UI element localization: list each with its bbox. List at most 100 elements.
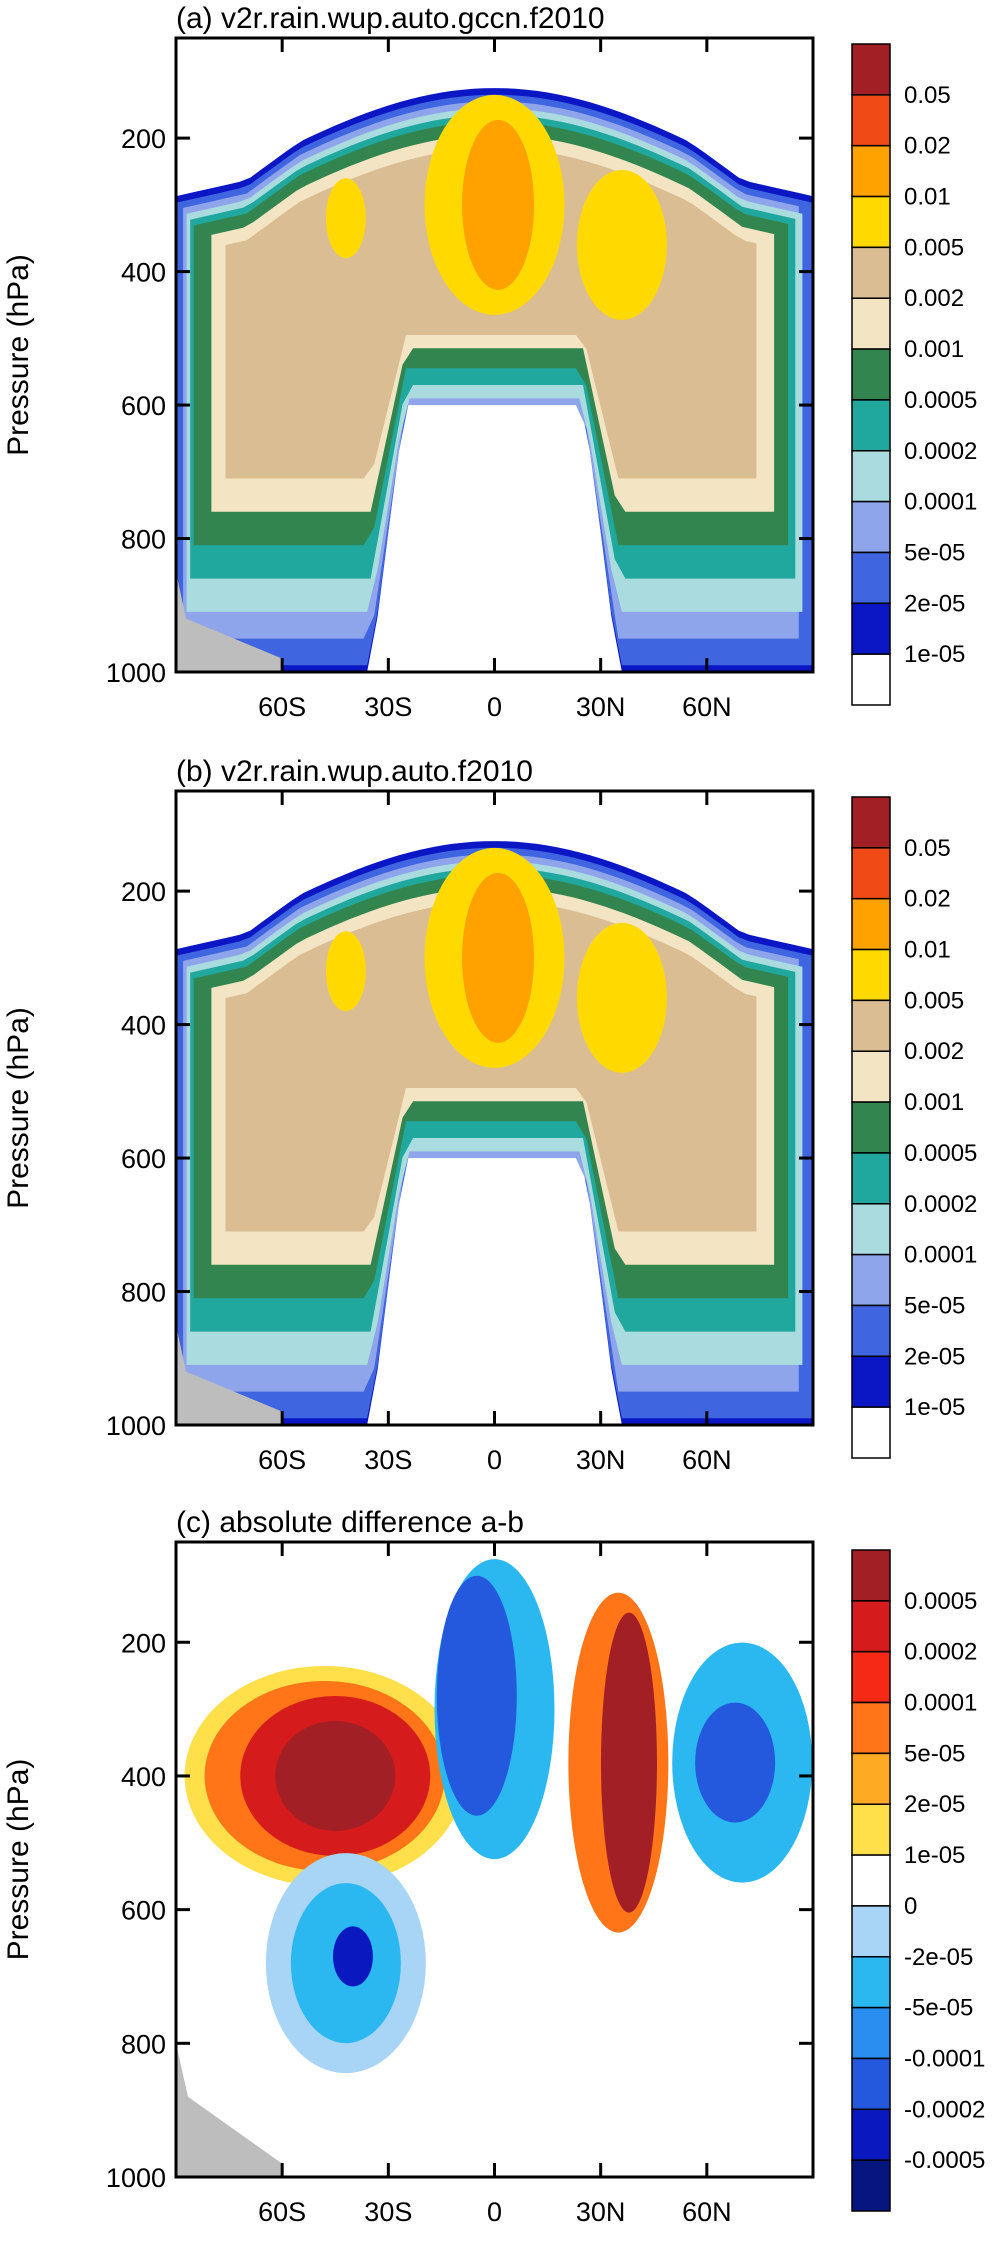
colorbar-label: 0.001	[904, 1089, 964, 1116]
colorbar-swatch	[851, 1253, 891, 1307]
colorbar-swatch	[851, 847, 891, 900]
colorbar-label: 0.0002	[904, 1191, 977, 1218]
colorbar-swatch	[851, 43, 891, 96]
y-tick-label: 200	[121, 1628, 166, 1658]
colorbar-swatch	[851, 1152, 891, 1205]
y-tick-label: 600	[121, 391, 166, 421]
colorbar-label: -2e-05	[904, 1944, 973, 1971]
colorbar-label: 2e-05	[904, 1343, 965, 1370]
y-tick-label: 1000	[106, 1411, 166, 1441]
panel-b: (b) v2r.rain.wup.auto.f2010 200 400 600 800 1…	[2, 755, 977, 1475]
colorbar-swatch	[851, 1803, 891, 1856]
colorbar-swatch	[851, 1101, 891, 1154]
panel-title: (a) v2r.rain.wup.auto.gccn.f2010	[176, 2, 605, 35]
panel-c: (c) absolute difference a-b 200 400 600 800 1…	[2, 1506, 985, 2227]
colorbar-swatch	[851, 399, 891, 452]
topography-mask	[176, 1324, 283, 1425]
y-tick-label: 800	[121, 2029, 166, 2059]
colorbar-swatch	[851, 1406, 891, 1459]
colorbar-label: 0.0002	[904, 1639, 977, 1666]
colorbar-label: 0.0001	[904, 489, 977, 516]
panel-a: (a) v2r.rain.wup.auto.gccn.f2010 200 400 60…	[2, 2, 977, 722]
colorbar-label: 2e-05	[904, 590, 965, 617]
y-tick-label: 200	[121, 877, 166, 907]
colorbar-label: 0.05	[904, 835, 951, 862]
colorbar-swatch	[851, 348, 891, 401]
colorbar-label: 0.0005	[904, 1140, 977, 1167]
x-tick-label: 60N	[682, 1445, 732, 1475]
colorbar-swatch	[851, 1355, 891, 1408]
colorbar-swatch	[851, 1050, 891, 1103]
colorbar-label: 0.01	[904, 184, 951, 211]
colorbar-swatch	[851, 195, 891, 249]
panel-title: (c) absolute difference a-b	[176, 1506, 524, 1539]
colorbar-swatch	[851, 297, 891, 350]
y-tick-label: 600	[121, 1144, 166, 1174]
contour-field	[176, 1542, 813, 2177]
colorbar-label: 1e-05	[904, 1394, 965, 1421]
y-tick-label: 400	[121, 258, 166, 288]
colorbar-swatch	[851, 94, 891, 147]
x-tick-label: 0	[487, 692, 502, 722]
colorbar-label: 0.005	[904, 234, 964, 261]
colorbar-swatch	[851, 1304, 891, 1358]
colorbar-label: 0.0002	[904, 438, 977, 465]
x-tick-label: 60N	[682, 692, 732, 722]
colorbar-label: 0.001	[904, 336, 964, 363]
colorbar-swatch	[851, 1956, 891, 2009]
x-tick-label: 60S	[258, 692, 306, 722]
x-tick-label: 30S	[364, 2197, 412, 2227]
colorbar-swatch	[851, 450, 891, 503]
diff-negative-core	[436, 1575, 517, 1816]
contour-core-0.005	[576, 922, 667, 1073]
colorbar-swatch	[851, 796, 891, 849]
x-tick-label: 30S	[364, 692, 412, 722]
colorbar-label: 0.002	[904, 285, 964, 312]
colorbar-swatch	[851, 1701, 891, 1755]
colorbar-label: 0.0005	[904, 387, 977, 414]
contour-core-0.005	[576, 169, 667, 320]
panel-title: (b) v2r.rain.wup.auto.f2010	[176, 755, 533, 788]
colorbar-swatch	[851, 999, 891, 1052]
y-tick-label: 400	[121, 1762, 166, 1792]
y-axis-label: Pressure (hPa)	[2, 1007, 35, 1209]
colorbar-label: 0.0005	[904, 1588, 977, 1615]
colorbar-label: -0.0005	[904, 2147, 985, 2174]
colorbar-label: 5e-05	[904, 539, 965, 566]
y-tick-label: 200	[121, 124, 166, 154]
x-tick-label: 60S	[258, 2197, 306, 2227]
contour-core-0.01	[462, 119, 535, 290]
colorbar-label: 0.01	[904, 937, 951, 964]
colorbar-label: 2e-05	[904, 1791, 965, 1818]
topography-mask	[176, 2043, 283, 2177]
x-tick-label: 60S	[258, 1445, 306, 1475]
colorbar-swatch	[851, 2006, 891, 2060]
y-tick-label: 1000	[106, 658, 166, 688]
contour-core-0.005	[325, 931, 366, 1012]
colorbar-swatch	[851, 1549, 891, 1602]
colorbar-swatch	[851, 602, 891, 655]
colorbar-label: 0.02	[904, 886, 951, 913]
y-tick-label: 800	[121, 1278, 166, 1308]
colorbar-label: -0.0001	[904, 2045, 985, 2072]
colorbar-label: 5e-05	[904, 1292, 965, 1319]
x-tick-label: 30N	[576, 692, 626, 722]
colorbar-swatch	[851, 1650, 891, 1704]
x-tick-label: 0	[487, 2197, 502, 2227]
colorbar-label: 1e-05	[904, 1842, 965, 1869]
colorbar-swatch	[851, 1752, 891, 1805]
x-tick-label: 30N	[576, 1445, 626, 1475]
colorbar-label: 0.002	[904, 1038, 964, 1065]
colorbar-swatch	[851, 897, 891, 951]
x-tick-label: 60N	[682, 2197, 732, 2227]
diff-positive-core	[600, 1612, 657, 1913]
colorbar-swatch	[851, 653, 891, 706]
colorbar-swatch	[851, 551, 891, 605]
y-tick-label: 1000	[106, 2163, 166, 2193]
colorbar-swatch	[851, 246, 891, 299]
x-tick-label: 30N	[576, 2197, 626, 2227]
colorbar-swatch	[851, 2057, 891, 2111]
colorbar-label: 0.05	[904, 82, 951, 109]
topography-mask	[176, 571, 283, 672]
